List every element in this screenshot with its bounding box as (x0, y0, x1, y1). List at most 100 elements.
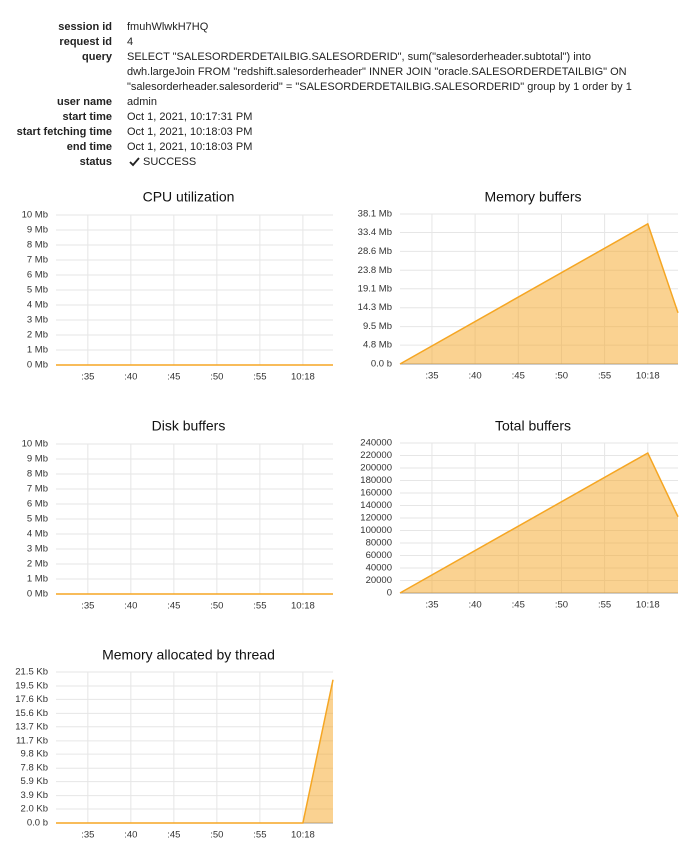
y-tick-label: 7.8 Kb (21, 763, 48, 774)
y-tick-label: 13.7 Kb (15, 721, 48, 732)
y-tick-label: 4 Mb (27, 300, 48, 311)
y-tick-label: 8 Mb (27, 469, 48, 480)
detail-value: admin (127, 96, 157, 108)
y-tick-label: 19.1 Mb (358, 283, 392, 294)
y-tick-label: 40000 (366, 563, 392, 574)
x-tick-label: :40 (124, 372, 137, 383)
detail-label: status (80, 156, 112, 168)
area-line (399, 451, 679, 594)
y-tick-label: 28.6 Mb (358, 246, 392, 257)
y-tick-label: 8 Mb (27, 240, 48, 251)
y-tick-label: 9.8 Kb (21, 749, 48, 760)
y-tick-label: 9 Mb (27, 454, 48, 465)
y-tick-label: 10 Mb (22, 439, 48, 450)
y-tick-label: 7 Mb (27, 255, 48, 266)
detail-label: end time (67, 141, 112, 153)
y-tick-label: 3 Mb (27, 315, 48, 326)
y-tick-label: 60000 (366, 550, 392, 561)
x-tick-label: :50 (210, 372, 223, 383)
y-tick-label: 19.5 Kb (15, 681, 48, 692)
y-tick-label: 0.0 b (371, 359, 392, 370)
x-tick-label: :40 (124, 830, 137, 841)
x-tick-label: :50 (210, 830, 223, 841)
detail-label: start time (62, 111, 112, 123)
y-tick-label: 14.3 Mb (358, 302, 392, 313)
detail-value: Oct 1, 2021, 10:18:03 PM (127, 141, 252, 153)
y-tick-label: 2.0 Kb (21, 803, 48, 814)
y-tick-label: 4 Mb (27, 529, 48, 540)
y-tick-label: 5 Mb (27, 514, 48, 525)
chart-title: Memory allocated by thread (102, 647, 275, 663)
x-tick-label: :35 (81, 830, 94, 841)
x-tick-label: :45 (167, 601, 180, 612)
x-tick-label: :45 (167, 830, 180, 841)
x-tick-label: 10:18 (636, 600, 660, 611)
y-tick-label: 0.0 b (27, 818, 48, 829)
y-tick-label: 200000 (360, 463, 392, 474)
y-tick-label: 9 Mb (27, 225, 48, 236)
y-tick-label: 0 Mb (27, 360, 48, 371)
y-tick-label: 3.9 Kb (21, 790, 48, 801)
chart-title: Disk buffers (152, 418, 226, 434)
x-tick-label: :55 (253, 601, 266, 612)
x-tick-label: :35 (425, 371, 438, 382)
area-fill (400, 453, 678, 593)
y-tick-label: 9.5 Mb (363, 321, 392, 332)
success-icon (129, 157, 140, 167)
area-line (399, 222, 679, 365)
detail-value: dwh.largeJoin FROM "redshift.salesorderh… (127, 66, 627, 78)
x-tick-label: :45 (167, 372, 180, 383)
y-tick-label: 2 Mb (27, 330, 48, 341)
x-tick-label: :55 (253, 830, 266, 841)
x-tick-label: :45 (512, 600, 525, 611)
y-tick-label: 1 Mb (27, 574, 48, 585)
detail-value: Oct 1, 2021, 10:18:03 PM (127, 126, 252, 138)
y-tick-label: 15.6 Kb (15, 708, 48, 719)
area-line (56, 679, 334, 824)
y-tick-label: 11.7 Kb (16, 735, 48, 746)
y-tick-label: 38.1 Mb (358, 209, 392, 220)
y-tick-label: 2 Mb (27, 559, 48, 570)
detail-label: request id (59, 36, 112, 48)
y-tick-label: 140000 (360, 500, 392, 511)
x-tick-label: :45 (512, 371, 525, 382)
y-tick-label: 20000 (366, 575, 392, 586)
y-tick-label: 120000 (360, 513, 392, 524)
x-tick-label: :50 (210, 601, 223, 612)
x-tick-label: :40 (469, 371, 482, 382)
detail-value: SELECT "SALESORDERDETAILBIG.SALESORDERID… (127, 51, 591, 63)
y-tick-label: 7 Mb (27, 484, 48, 495)
detail-label: query (82, 51, 113, 63)
y-tick-label: 1 Mb (27, 345, 48, 356)
y-tick-label: 23.8 Mb (358, 265, 392, 276)
detail-label: user name (57, 96, 112, 108)
y-tick-label: 21.5 Kb (15, 667, 48, 678)
y-tick-label: 160000 (360, 488, 392, 499)
y-tick-label: 5.9 Kb (21, 776, 48, 787)
y-tick-label: 0 Mb (27, 589, 48, 600)
y-tick-label: 100000 (360, 525, 392, 536)
y-tick-label: 0 (387, 588, 392, 599)
x-tick-label: :55 (598, 371, 611, 382)
y-tick-label: 3 Mb (27, 544, 48, 555)
x-tick-label: :55 (598, 600, 611, 611)
y-tick-label: 180000 (360, 475, 392, 486)
y-tick-label: 33.4 Mb (358, 227, 392, 238)
x-tick-label: :35 (81, 372, 94, 383)
y-tick-label: 240000 (360, 438, 392, 449)
y-tick-label: 80000 (366, 538, 392, 549)
detail-label: start fetching time (17, 126, 112, 138)
x-tick-label: :40 (124, 601, 137, 612)
detail-value: fmuhWlwkH7HQ (127, 21, 209, 33)
area-fill (400, 223, 678, 364)
x-tick-label: :50 (555, 371, 568, 382)
detail-label: session id (58, 21, 112, 33)
x-tick-label: :50 (555, 600, 568, 611)
x-tick-label: 10:18 (291, 830, 315, 841)
detail-value: "salesorderheader.salesorderid" = "SALES… (127, 81, 632, 93)
y-tick-label: 17.6 Kb (15, 694, 48, 705)
x-tick-label: :35 (425, 600, 438, 611)
y-tick-label: 6 Mb (27, 499, 48, 510)
x-tick-label: :55 (253, 372, 266, 383)
